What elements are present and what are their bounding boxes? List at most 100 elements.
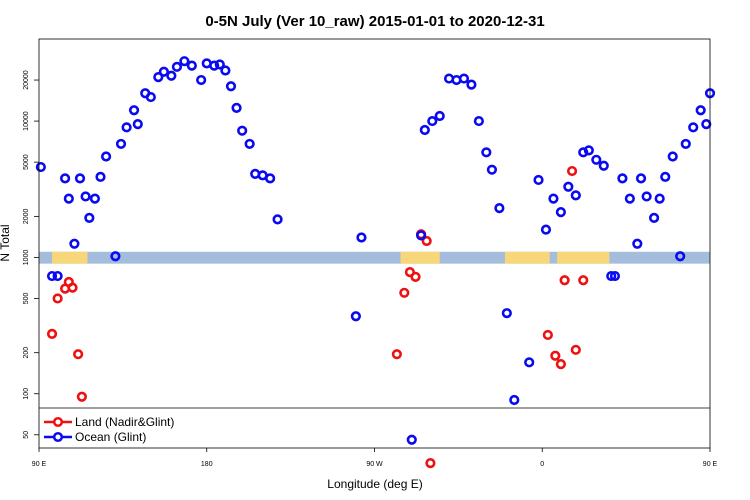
ocean-point [548,193,559,204]
ocean-point [225,81,237,92]
y-axis: 50 100 200 500 1000 2000 5000 10000 20000 [23,70,39,439]
ocean-point [494,202,505,214]
ocean-point [89,193,101,204]
ocean-point [555,206,566,218]
ocean-point [563,181,574,192]
ocean-point [214,59,225,70]
land-point [410,271,421,282]
x-axis-label: Longitude (deg E) [327,477,422,491]
ocean-point [427,115,438,127]
land-point [67,282,78,293]
ocean-point [540,224,552,235]
land-point [399,287,410,298]
y-tick-label: 20000 [23,70,30,90]
land-point [559,275,570,286]
land-point [76,391,87,402]
ocean-point [80,191,91,202]
ocean-point [570,190,581,201]
ocean-point [667,151,678,162]
legend: Land (Nadir&Glint) Ocean (Glint) [44,415,174,444]
legend-land-label: Land (Nadir&Glint) [75,415,174,429]
ocean-point [179,56,190,67]
ocean-point [406,434,417,445]
ocean-point [509,394,520,406]
land-segment [400,251,440,264]
ocean-point [654,193,665,204]
ocean-point [688,122,699,133]
land-point [566,165,578,177]
ocean-point [609,270,621,282]
series-layer [35,56,716,469]
ocean-point [265,173,276,184]
ocean-point [95,171,106,182]
ocean-point [171,61,183,72]
ocean-point [660,171,671,182]
x-tick-label: 180 [201,461,213,468]
ocean-point [415,230,427,241]
ocean-point [186,60,197,71]
y-tick-label: 100 [23,388,30,400]
series-land [46,165,589,469]
reference-band [39,251,710,264]
y-tick-label: 50 [23,431,30,439]
land-point [542,329,553,341]
land-point [73,349,84,360]
land-segment [52,251,88,264]
ocean-point [624,193,635,204]
ocean-point [635,173,647,184]
ocean-point [153,72,164,83]
y-tick-label: 500 [23,293,30,305]
legend-ocean-label: Ocean (Glint) [75,430,146,444]
ocean-point [458,73,470,84]
y-tick-label: 200 [23,347,30,359]
ocean-point [533,174,544,186]
ocean-point [63,193,74,204]
ocean-point [237,125,248,136]
land-point [550,350,561,361]
ocean-point [46,270,58,282]
ocean-point [115,138,127,150]
ocean-point [356,232,367,243]
ocean-point [69,238,80,249]
land-point [391,349,402,360]
ocean-point [166,70,177,81]
ocean-point [632,238,643,249]
ocean-point [84,212,95,223]
x-tick-label: 90 E [32,461,47,468]
ocean-point [100,151,112,162]
x-axis: 90 E 180 90 W 0 90 E [32,448,718,468]
land-point [46,328,58,339]
ocean-point [196,74,207,86]
ocean-point [145,91,156,103]
land-point [421,235,432,247]
ocean-point [244,138,255,150]
ocean-point [606,270,617,282]
ocean-point [617,173,628,184]
ocean-point [598,160,609,171]
ocean-point [473,115,484,127]
land-segment [504,251,550,264]
ocean-point [466,79,477,90]
land-segment [557,251,610,264]
ocean-point [524,357,535,368]
ocean-point [501,308,512,319]
ocean-point [350,311,361,322]
ocean-point [220,65,231,76]
y-axis-label: N Total [0,224,12,261]
ocean-point [272,214,283,225]
ocean-point [74,173,86,184]
ocean-point [59,173,71,184]
x-tick-label: 90 W [366,461,383,468]
ocean-point [648,212,660,223]
land-point [425,457,436,469]
ocean-point [121,122,132,133]
ocean-point [675,251,686,262]
y-tick-label: 5000 [23,154,30,170]
legend-item-land: Land (Nadir&Glint) [44,415,174,429]
ocean-point [132,119,143,130]
ocean-point [419,124,430,136]
ocean-point [591,154,602,165]
reference-band-layer [39,251,710,264]
